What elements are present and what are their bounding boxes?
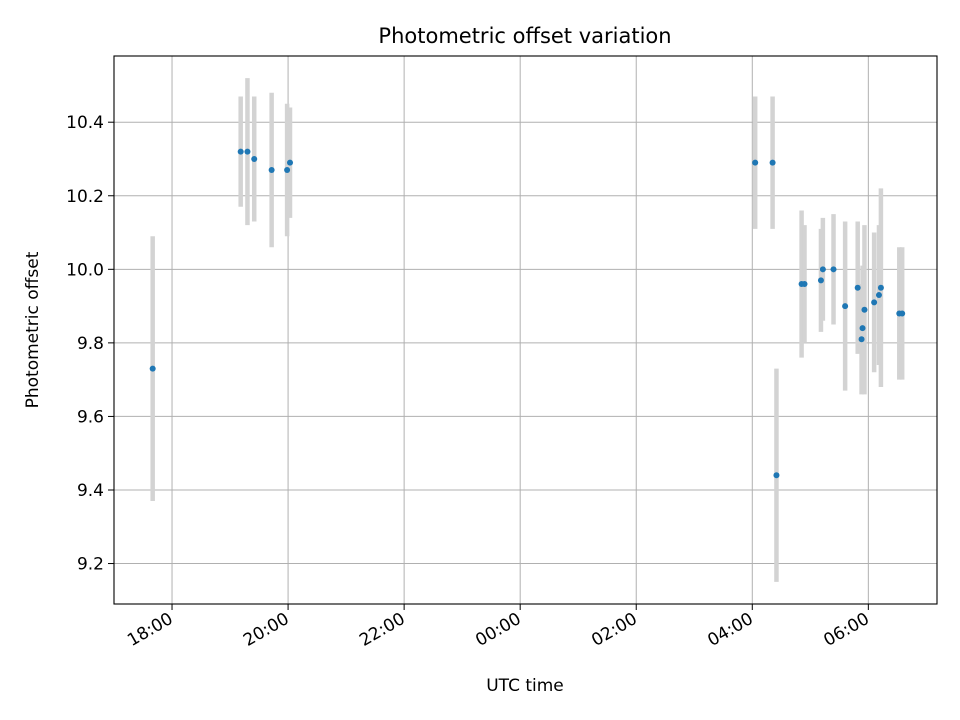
data-point [877, 284, 884, 291]
y-axis-label: Photometric offset [23, 251, 43, 408]
axes-frame [113, 55, 938, 605]
data-point [854, 284, 861, 291]
y-tick-label: 9.4 [77, 481, 104, 501]
x-axis-label: UTC time [486, 676, 564, 696]
data-point [244, 148, 251, 155]
data-point [237, 148, 244, 155]
data-point [817, 277, 824, 284]
data-point [859, 325, 866, 332]
data-point [899, 310, 906, 317]
grid [114, 56, 937, 604]
data-point [251, 155, 258, 162]
data-point [268, 167, 275, 174]
data-point [875, 292, 882, 299]
y-tick-label: 9.8 [77, 334, 104, 354]
data-points [149, 148, 906, 479]
data-point [819, 266, 826, 273]
data-point [858, 336, 865, 343]
data-point [861, 306, 868, 313]
data-point [284, 167, 291, 174]
y-tick-label: 10.4 [66, 113, 104, 133]
data-point [287, 159, 294, 166]
y-tick-label: 9.2 [77, 555, 104, 575]
chart-title: Photometric offset variation [378, 24, 671, 48]
data-point [871, 299, 878, 306]
y-tick-label: 9.6 [77, 407, 104, 427]
data-point [801, 281, 808, 288]
data-point [769, 159, 776, 166]
data-point [773, 472, 780, 479]
y-tick-label: 10.2 [66, 187, 104, 207]
y-tick-label: 10.0 [66, 260, 104, 280]
y-axis-ticks: 9.2 9.4 9.6 9.8 10.0 10.2 10.4 [66, 113, 114, 575]
data-point [752, 159, 759, 166]
data-point [842, 303, 849, 310]
data-point [830, 266, 837, 273]
data-point [149, 365, 156, 372]
